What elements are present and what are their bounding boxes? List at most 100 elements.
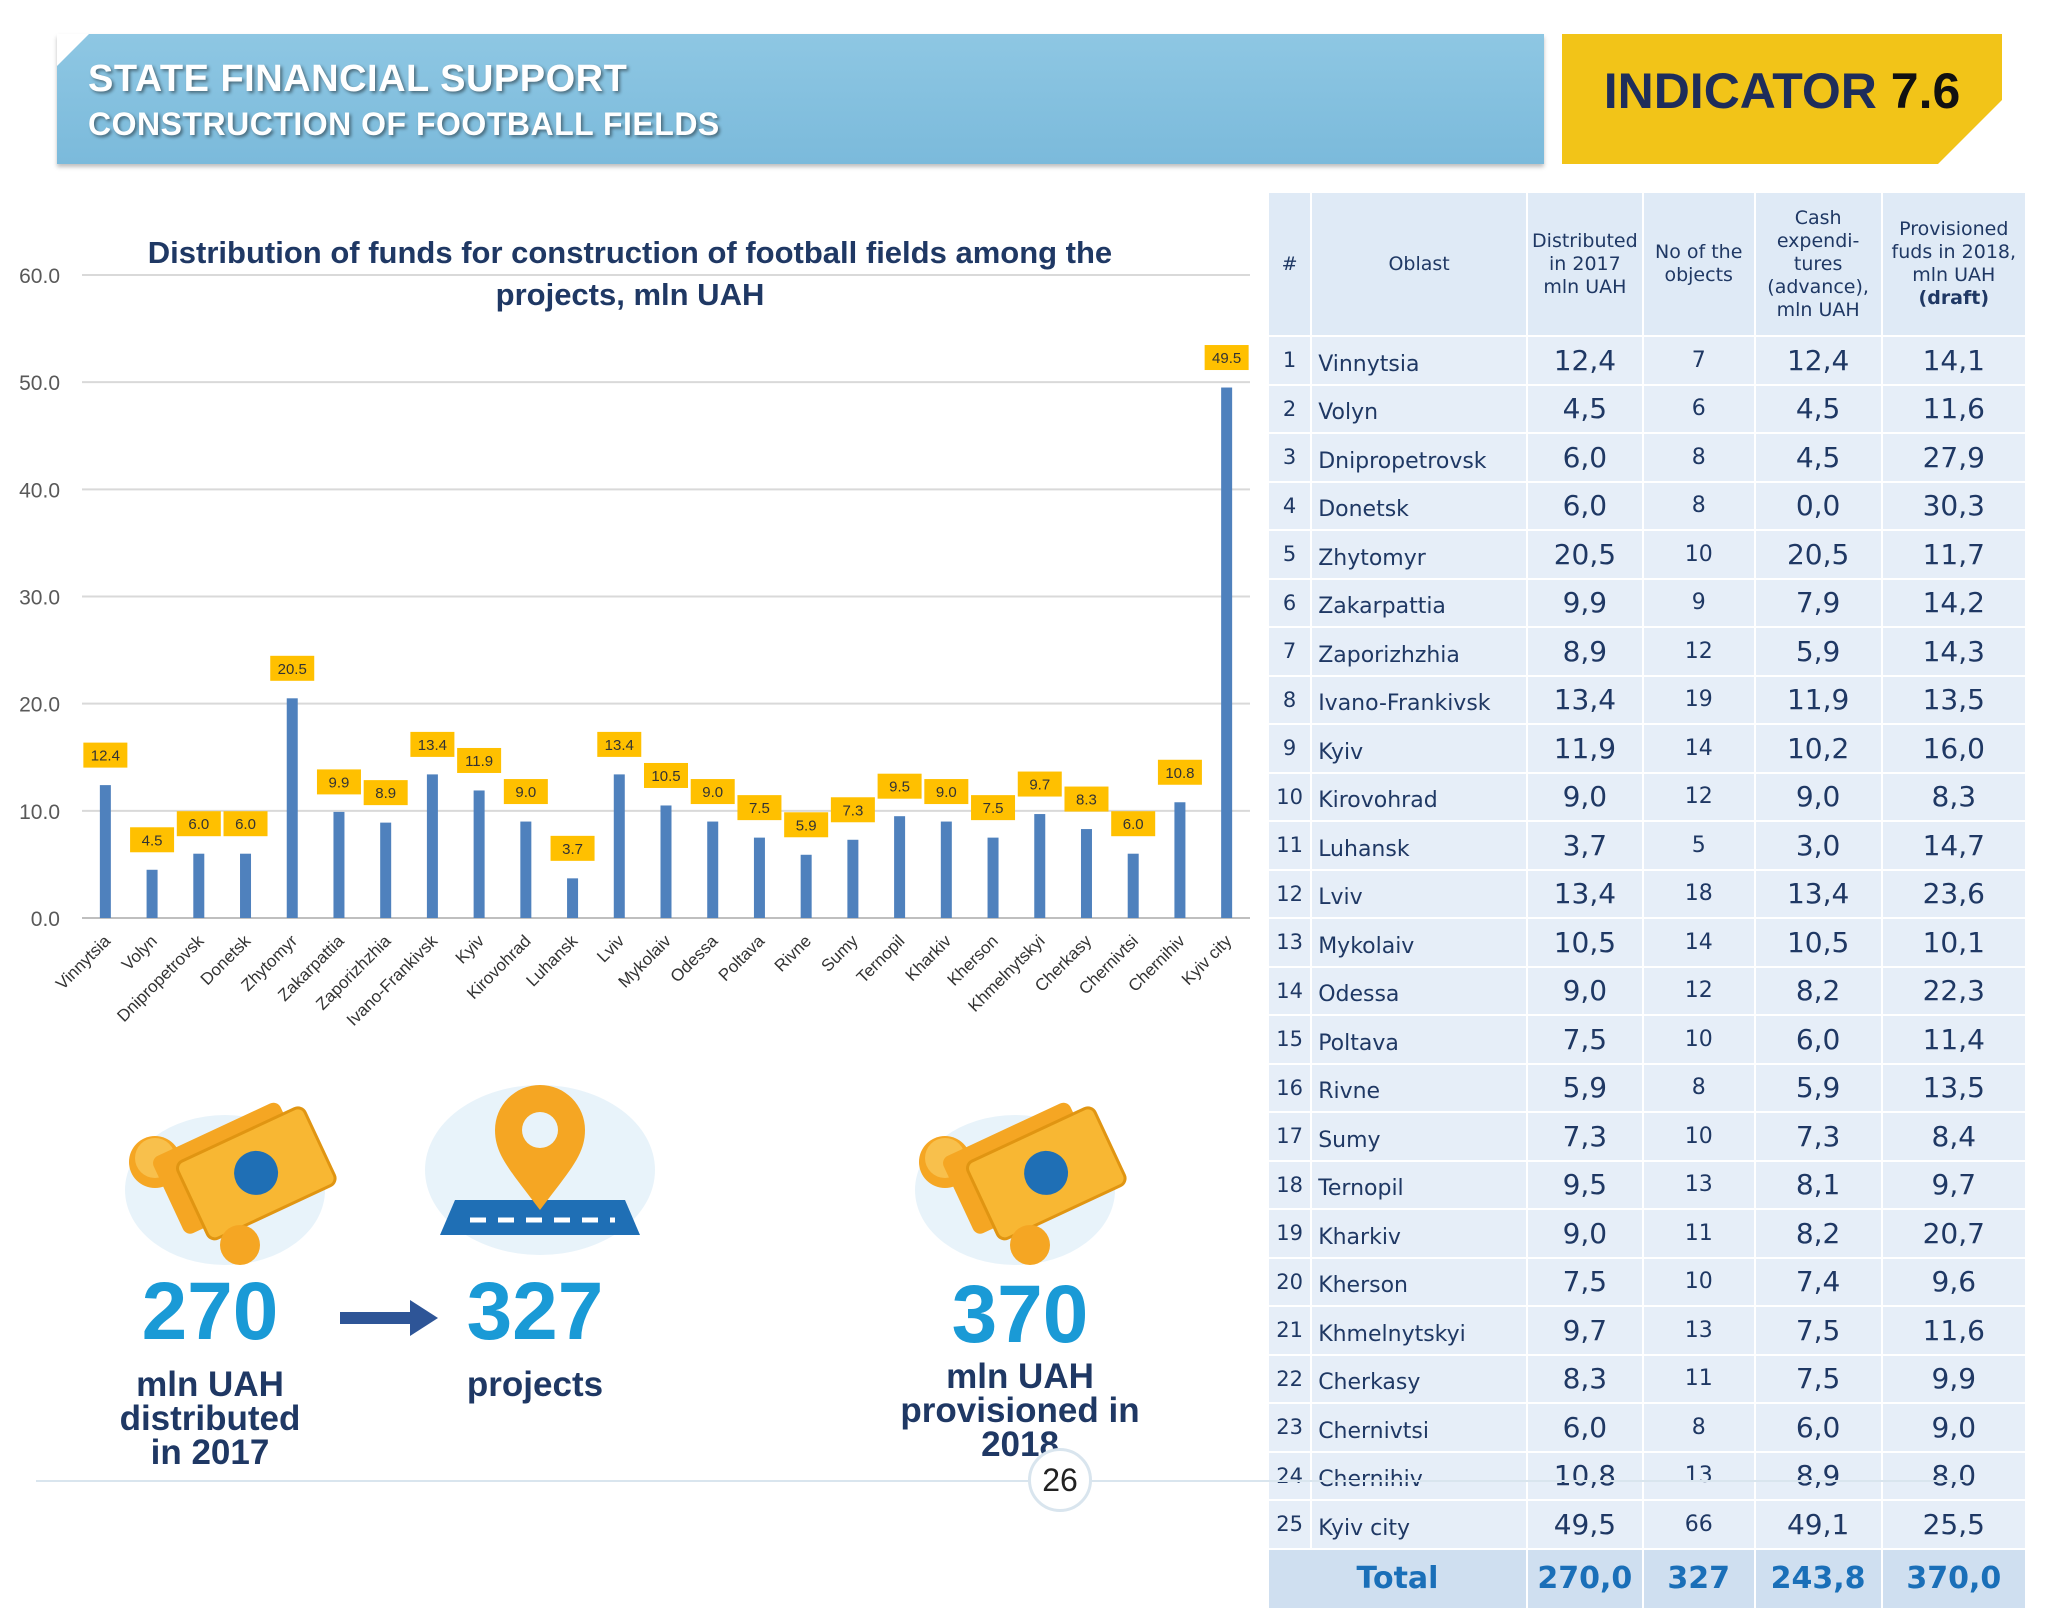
x-tick-label: Vinnytsia [52, 931, 114, 993]
y-tick-label: 0.0 [31, 908, 60, 931]
bar [660, 805, 672, 918]
table-cell: 6,0 [1527, 434, 1642, 481]
table-cell: 27,9 [1882, 434, 2025, 481]
table-row: 11 Luhansk 3,7 5 3,0 14,7 [1269, 822, 2025, 869]
table-cell: 9,5 [1527, 1161, 1642, 1208]
table-cell: Cherkasy [1312, 1355, 1526, 1402]
x-tick-label: Kyiv city [1178, 931, 1236, 989]
table-cell: 7,5 [1527, 1016, 1642, 1063]
data-label: 8.9 [375, 785, 396, 802]
total-value: 370,0 [1882, 1549, 2025, 1608]
table-cell: 7 [1269, 628, 1311, 675]
indicator-notch [1938, 100, 2002, 164]
table-cell: 49,1 [1755, 1501, 1881, 1548]
data-label-bg [223, 811, 268, 837]
table-cell: Kyiv [1312, 725, 1526, 772]
table-cell: 11,9 [1755, 676, 1881, 723]
money-icon [110, 1080, 340, 1275]
table-cell: 8,4 [1882, 1113, 2025, 1160]
table-cell: 13 [1643, 1452, 1754, 1499]
col-header-distributed: Distributed in 2017 mln UAH [1527, 193, 1642, 335]
indicator-label: INDICATOR [1603, 63, 1877, 119]
table-cell: 9,7 [1882, 1161, 2025, 1208]
table-cell: 9,9 [1882, 1355, 2025, 1402]
col-header-provisioned: Provisioned fuds in 2018, mln UAH (draft… [1882, 193, 2025, 335]
table-cell: 19 [1643, 676, 1754, 723]
bar [987, 837, 999, 918]
data-label-bg [1111, 811, 1156, 837]
stat-projects-value: 327 [466, 1266, 604, 1357]
data-label-bg [503, 779, 548, 805]
table-cell: 49,5 [1527, 1501, 1642, 1548]
table-cell: Volyn [1312, 385, 1526, 432]
data-label: 4.5 [142, 832, 163, 849]
table-cell: 12 [1643, 628, 1754, 675]
table-cell: Khmelnytskyi [1312, 1307, 1526, 1354]
table-cell: 10 [1269, 773, 1311, 820]
table-cell: Lviv [1312, 870, 1526, 917]
data-label: 12.4 [91, 748, 120, 765]
table-row: 24 Chernihiv 10,8 13 8,9 8,0 [1269, 1452, 2025, 1499]
total-label: Total [1269, 1549, 1526, 1608]
table-cell: 19 [1269, 1210, 1311, 1257]
bar [940, 821, 952, 918]
table-row: 5 Zhytomyr 20,5 10 20,5 11,7 [1269, 531, 2025, 578]
caption-line: in 2017 [150, 1433, 270, 1472]
table-cell: 13,4 [1527, 870, 1642, 917]
col-header-cash: Cash expendi-tures (advance), mln UAH [1755, 193, 1881, 335]
bar [193, 853, 205, 918]
table-cell: 5,9 [1527, 1064, 1642, 1111]
table-cell: 23,6 [1882, 870, 2025, 917]
table-cell: Chernivtsi [1312, 1404, 1526, 1451]
table-cell: 66 [1643, 1501, 1754, 1548]
table-cell: 12 [1643, 773, 1754, 820]
table-cell: Rivne [1312, 1064, 1526, 1111]
y-tick-label: 60.0 [19, 265, 60, 288]
table-cell: 8 [1269, 676, 1311, 723]
col-header-oblast: Oblast [1312, 193, 1526, 335]
data-label-bg [550, 835, 595, 861]
table-row: 9 Kyiv 11,9 14 10,2 16,0 [1269, 725, 2025, 772]
table-cell: 15 [1269, 1016, 1311, 1063]
bar [99, 785, 111, 918]
stat-provisioned-caption: mln UAH provisioned in 2018 [860, 1359, 1180, 1462]
table-row: 14 Odessa 9,0 12 8,2 22,3 [1269, 967, 2025, 1014]
data-label: 9.0 [936, 784, 957, 801]
table-cell: 14 [1269, 967, 1311, 1014]
x-tick-label: Sumy [818, 931, 863, 976]
bar [240, 853, 252, 918]
data-label: 9.7 [1029, 777, 1050, 794]
table-cell: Kherson [1312, 1258, 1526, 1305]
y-tick-label: 10.0 [19, 801, 60, 824]
table-row: 4 Donetsk 6,0 8 0,0 30,3 [1269, 482, 2025, 529]
data-label: 11.9 [465, 753, 493, 770]
table-cell: 7 [1643, 337, 1754, 384]
table-cell: 7,3 [1527, 1113, 1642, 1160]
table-row: 2 Volyn 4,5 6 4,5 11,6 [1269, 385, 2025, 432]
bar [146, 869, 158, 918]
data-label-bg [83, 742, 128, 768]
table-cell: Dnipropetrovsk [1312, 434, 1526, 481]
page-number: 26 [1028, 1448, 1092, 1512]
bar [426, 774, 438, 918]
table-row: 3 Dnipropetrovsk 6,0 8 4,5 27,9 [1269, 434, 2025, 481]
table-cell: Sumy [1312, 1113, 1526, 1160]
data-label-bg [877, 773, 922, 799]
table-cell: 3 [1269, 434, 1311, 481]
table-row: 12 Lviv 13,4 18 13,4 23,6 [1269, 870, 2025, 917]
bar [1034, 814, 1046, 918]
x-tick-label: Lviv [593, 931, 628, 966]
bar [1221, 387, 1233, 918]
x-tick-label: Poltava [715, 931, 769, 985]
indicator-badge: INDICATOR 7.6 [1562, 34, 2002, 164]
x-tick-label: Luhansk [522, 931, 581, 990]
table-cell: 11 [1269, 822, 1311, 869]
table-cell: 12,4 [1527, 337, 1642, 384]
table-cell: 5 [1269, 531, 1311, 578]
bar [800, 854, 812, 918]
table-cell: 9,0 [1527, 1210, 1642, 1257]
table-cell: 0,0 [1755, 482, 1881, 529]
y-tick-label: 40.0 [19, 479, 60, 502]
table-cell: 11,7 [1882, 531, 2025, 578]
header-draft-note: (draft) [1918, 287, 1990, 309]
